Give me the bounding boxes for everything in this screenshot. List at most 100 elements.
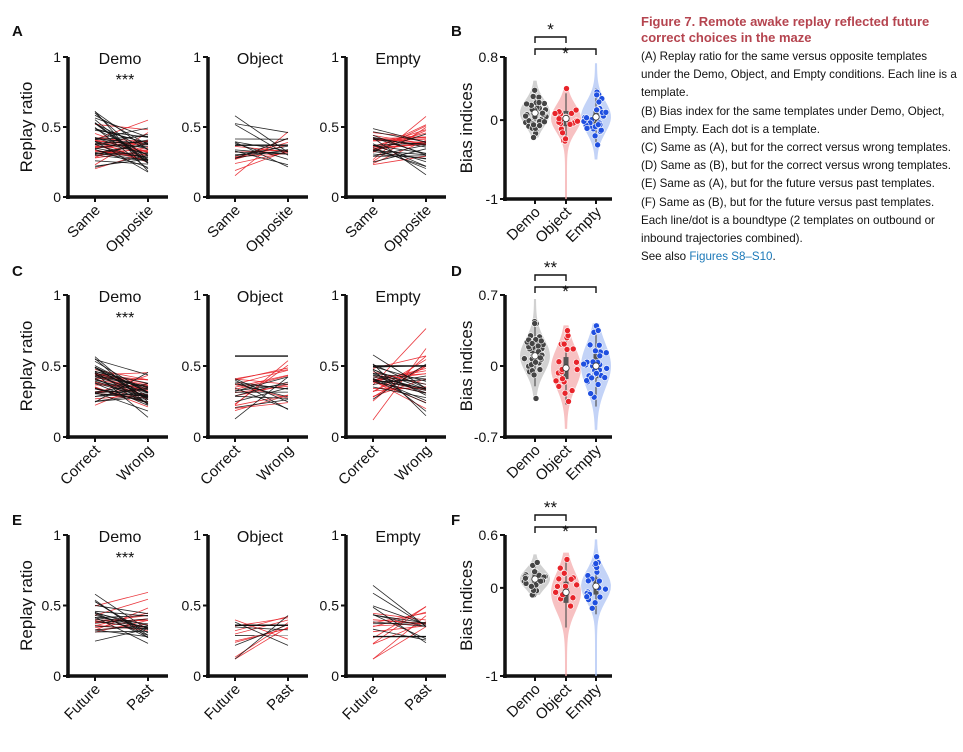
y-tick-label: 1 bbox=[193, 287, 201, 303]
template-line-black bbox=[234, 387, 289, 410]
x-tick-label-empty: Empty bbox=[563, 441, 605, 483]
template-line-black bbox=[94, 152, 149, 155]
data-dot bbox=[572, 106, 580, 114]
template-line-red bbox=[372, 328, 427, 386]
panel-letter-F: F bbox=[451, 512, 460, 529]
panel-title: Object bbox=[237, 289, 284, 306]
template-line-black bbox=[372, 379, 427, 383]
template-line-red bbox=[234, 626, 289, 660]
panel-title: Object bbox=[237, 51, 284, 68]
y-tick-label: 0 bbox=[193, 189, 201, 205]
data-dot bbox=[595, 98, 603, 106]
data-dot bbox=[537, 577, 545, 585]
template-line-black bbox=[372, 137, 427, 155]
y-tick-label: 0 bbox=[490, 580, 498, 596]
x-tick-label-future: Future bbox=[201, 681, 244, 724]
median-marker bbox=[562, 364, 570, 372]
template-line-red bbox=[372, 612, 427, 624]
template-line-black bbox=[234, 381, 289, 390]
template-line-black bbox=[94, 628, 149, 642]
y-tick-label: 0 bbox=[331, 668, 339, 684]
template-line-black bbox=[234, 379, 289, 410]
data-dot bbox=[596, 352, 604, 360]
template-line-black bbox=[372, 375, 427, 390]
data-dot bbox=[552, 589, 559, 596]
panel-title: Object bbox=[237, 529, 284, 546]
y-tick-label: 0.7 bbox=[479, 287, 499, 303]
data-dot bbox=[594, 141, 601, 149]
template-line-red bbox=[94, 372, 149, 385]
y-tick-label: 1 bbox=[331, 49, 339, 65]
y-tick-label: 0.5 bbox=[320, 119, 340, 135]
data-dot bbox=[583, 114, 590, 122]
y-tick-label: 1 bbox=[193, 49, 201, 65]
data-dot bbox=[560, 340, 568, 348]
template-line-black bbox=[372, 363, 427, 400]
template-line-black bbox=[94, 130, 149, 138]
data-dot bbox=[529, 93, 537, 100]
data-dot bbox=[555, 383, 563, 390]
data-dot bbox=[563, 346, 571, 353]
y-tick-label: 0 bbox=[331, 189, 339, 205]
y-tick-label: 0 bbox=[331, 429, 339, 445]
significance-label: * bbox=[547, 20, 554, 39]
y-tick-label: 0.8 bbox=[479, 49, 499, 65]
template-line-black bbox=[94, 593, 149, 631]
x-tick-label-opposite: Opposite bbox=[242, 202, 296, 256]
panel-title: Empty bbox=[375, 51, 420, 68]
data-dot bbox=[601, 374, 609, 381]
data-dot bbox=[531, 568, 538, 576]
significance-bracket bbox=[534, 274, 567, 281]
template-line-black bbox=[234, 615, 289, 660]
y-tick-label: 1 bbox=[53, 49, 61, 65]
data-dot bbox=[523, 100, 530, 108]
data-dot bbox=[602, 109, 610, 116]
panel-letter-E: E bbox=[12, 512, 22, 529]
see-also-prefix: See also bbox=[641, 250, 690, 264]
panel-C-empty: 0 0.5 1 Correct Wrong Empty bbox=[320, 287, 446, 489]
template-line-black bbox=[372, 147, 427, 169]
data-dot bbox=[530, 371, 538, 379]
panel-letter-B: B bbox=[451, 23, 462, 40]
panel-C-object: 0 0.5 1 Correct Wrong Object bbox=[182, 287, 308, 489]
see-also-link[interactable]: Figures S8–S10 bbox=[689, 250, 773, 264]
data-dot bbox=[563, 85, 570, 92]
template-line-black bbox=[372, 622, 427, 625]
panel-C-demo: 0 0.5 1 Correct Wrong Demo *** Replay ratio bbox=[17, 287, 168, 489]
template-line-black bbox=[234, 383, 289, 398]
template-line-black bbox=[234, 376, 289, 420]
data-dot bbox=[593, 553, 600, 560]
template-line-black bbox=[94, 160, 149, 165]
template-line-red bbox=[372, 612, 427, 621]
template-line-black bbox=[234, 376, 289, 392]
template-line-black bbox=[94, 388, 149, 403]
data-dot bbox=[593, 91, 600, 99]
panel-E-demo: 0 0.5 1 Future Past Demo *** Replay ratio bbox=[17, 527, 168, 723]
template-line-black bbox=[372, 366, 427, 382]
template-line-red bbox=[234, 378, 289, 385]
template-line-black bbox=[94, 630, 149, 633]
significance-bracket bbox=[534, 286, 597, 293]
template-line-red bbox=[94, 620, 149, 633]
data-dot bbox=[593, 106, 600, 114]
data-dot bbox=[521, 355, 528, 362]
data-dot bbox=[569, 594, 577, 602]
significance-stars: *** bbox=[116, 72, 135, 89]
data-dot bbox=[588, 374, 595, 382]
panel-letter-D: D bbox=[451, 263, 462, 280]
data-dot bbox=[568, 110, 575, 117]
y-tick-label: 0.5 bbox=[182, 358, 202, 374]
template-line-black bbox=[94, 143, 149, 148]
data-dot bbox=[561, 389, 569, 397]
data-dot bbox=[541, 100, 548, 107]
data-dot bbox=[522, 574, 529, 582]
y-tick-label: 0 bbox=[193, 429, 201, 445]
data-dot bbox=[552, 377, 560, 385]
template-line-black bbox=[372, 614, 427, 627]
template-line-black bbox=[94, 360, 149, 393]
y-tick-label: 0 bbox=[53, 429, 61, 445]
template-line-black bbox=[234, 399, 289, 408]
data-dot bbox=[529, 562, 536, 569]
